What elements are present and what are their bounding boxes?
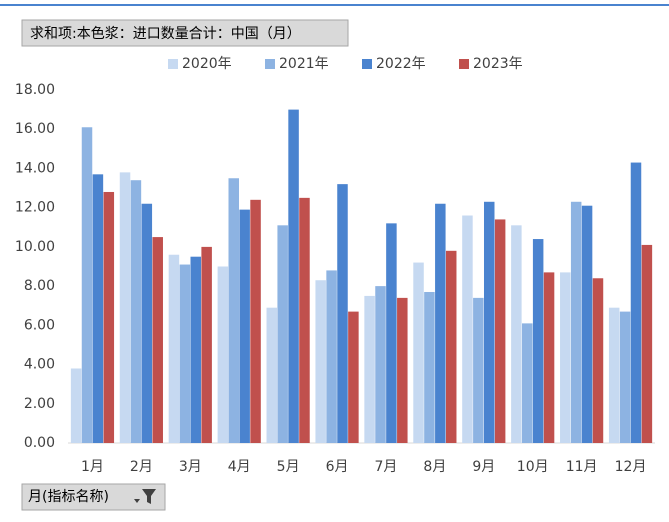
bar bbox=[130, 180, 142, 443]
bar bbox=[315, 280, 326, 443]
bar bbox=[473, 297, 484, 443]
y-tick-label: 18.00 bbox=[15, 82, 55, 98]
y-tick-label: 10.00 bbox=[15, 239, 55, 255]
bar bbox=[168, 254, 180, 443]
x-tick-label: 8月 bbox=[423, 459, 446, 475]
bar bbox=[511, 225, 522, 443]
bar bbox=[581, 205, 593, 443]
bar bbox=[445, 250, 457, 443]
legend-swatch bbox=[265, 59, 275, 69]
bar bbox=[630, 162, 642, 444]
bar bbox=[424, 291, 435, 443]
value-field-label: 求和项:本色浆：进口数量合计：中国（月） bbox=[30, 25, 301, 42]
y-tick-label: 2.00 bbox=[24, 396, 55, 412]
legend-label: 2023年 bbox=[473, 56, 523, 72]
legend-label: 2021年 bbox=[279, 56, 329, 72]
legend-label: 2020年 bbox=[182, 56, 232, 72]
x-tick-label: 12月 bbox=[615, 459, 647, 475]
legend-swatch bbox=[362, 59, 372, 69]
x-tick-label: 11月 bbox=[566, 459, 598, 475]
x-tick-label: 7月 bbox=[374, 459, 397, 475]
bar bbox=[217, 266, 229, 443]
axis-field-label: 月(指标名称) bbox=[28, 489, 109, 505]
bar bbox=[532, 239, 544, 443]
bar bbox=[375, 286, 386, 443]
x-tick-label: 1月 bbox=[81, 459, 104, 475]
bar bbox=[570, 201, 582, 443]
bar bbox=[92, 174, 104, 444]
x-tick-label: 9月 bbox=[472, 459, 495, 475]
bar bbox=[494, 219, 506, 443]
bar bbox=[239, 209, 250, 443]
bar bbox=[201, 246, 212, 443]
bar bbox=[266, 307, 278, 443]
bar bbox=[560, 272, 571, 443]
bar bbox=[543, 272, 555, 443]
bar bbox=[299, 197, 310, 443]
bar bbox=[70, 368, 82, 443]
bar bbox=[348, 311, 359, 443]
legend-swatch bbox=[459, 59, 469, 69]
bar bbox=[119, 172, 131, 443]
bar bbox=[103, 191, 115, 443]
filter-icon[interactable] bbox=[134, 489, 156, 504]
x-tick-label: 6月 bbox=[326, 459, 349, 475]
x-tick-label: 5月 bbox=[277, 459, 300, 475]
y-tick-label: 16.00 bbox=[15, 121, 55, 137]
y-tick-label: 0.00 bbox=[24, 435, 55, 451]
value-field-button[interactable] bbox=[21, 19, 349, 47]
bar bbox=[386, 223, 397, 443]
bar bbox=[141, 203, 153, 443]
bar bbox=[190, 256, 201, 443]
bar bbox=[413, 262, 424, 443]
bar bbox=[608, 307, 620, 443]
bar bbox=[81, 127, 93, 443]
bar bbox=[397, 297, 408, 443]
bar bbox=[152, 237, 163, 443]
bar bbox=[326, 270, 337, 443]
bar bbox=[228, 178, 240, 443]
bar bbox=[277, 225, 288, 443]
legend-swatch bbox=[168, 59, 178, 69]
bar bbox=[619, 311, 631, 443]
bar bbox=[462, 215, 473, 443]
y-tick-label: 6.00 bbox=[24, 317, 55, 333]
bar bbox=[641, 244, 653, 443]
y-tick-label: 4.00 bbox=[24, 357, 55, 373]
bar bbox=[483, 201, 495, 443]
bar bbox=[435, 203, 446, 443]
bar bbox=[337, 184, 348, 443]
bar bbox=[592, 278, 604, 443]
x-tick-label: 2月 bbox=[130, 459, 153, 475]
x-tick-label: 4月 bbox=[228, 459, 251, 475]
bar bbox=[288, 109, 299, 443]
legend-label: 2022年 bbox=[376, 56, 426, 72]
y-tick-label: 14.00 bbox=[15, 160, 55, 176]
axis-field-button[interactable] bbox=[21, 483, 166, 511]
x-tick-label: 3月 bbox=[179, 459, 202, 475]
bar bbox=[250, 199, 261, 443]
x-tick-label: 10月 bbox=[517, 459, 549, 475]
bar bbox=[522, 323, 533, 443]
y-tick-label: 12.00 bbox=[15, 200, 55, 216]
bar bbox=[179, 264, 191, 443]
y-tick-label: 8.00 bbox=[24, 278, 55, 294]
bar bbox=[364, 295, 375, 443]
